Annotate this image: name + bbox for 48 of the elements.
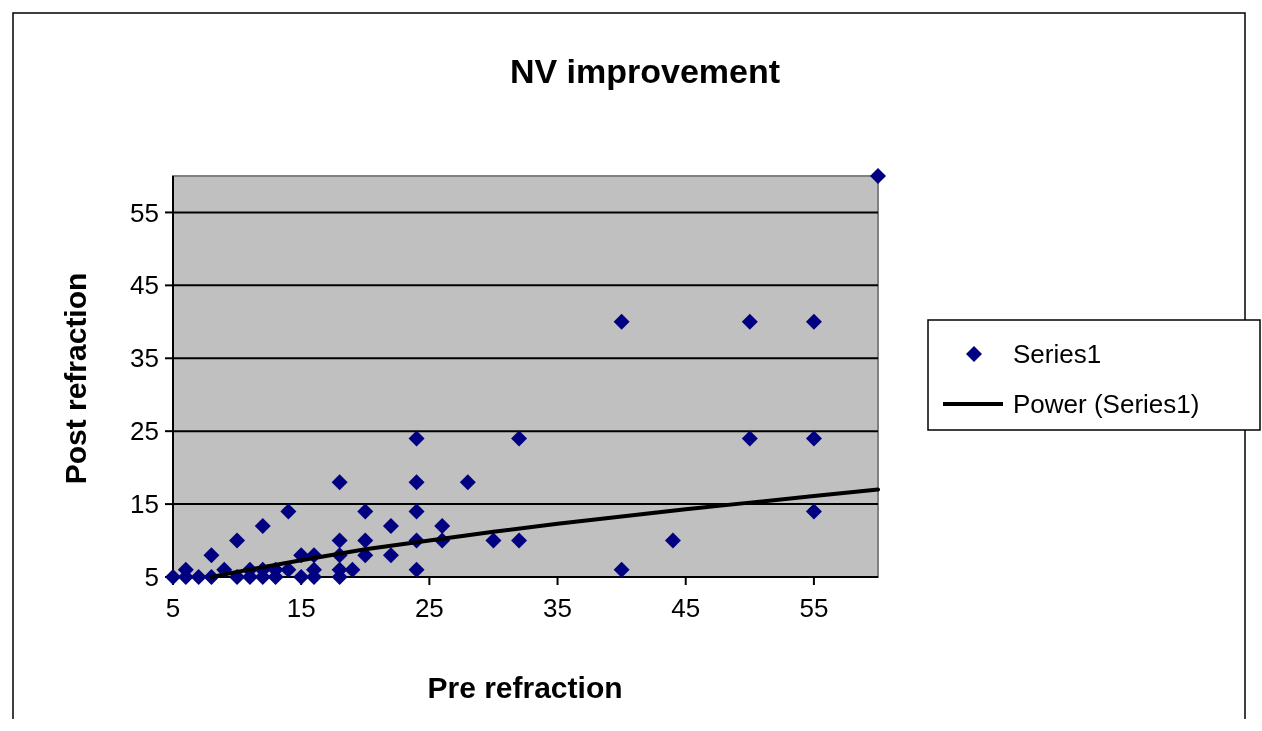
point	[408, 561, 425, 578]
point	[382, 517, 399, 534]
point	[331, 474, 348, 491]
point	[229, 532, 246, 549]
point	[511, 532, 528, 549]
point	[741, 430, 758, 447]
legend-label: Power (Series1)	[1013, 389, 1200, 420]
point	[485, 532, 502, 549]
y-tick-label: 45	[130, 270, 159, 301]
legend-label: Series1	[1013, 339, 1102, 370]
y-tick-label: 25	[130, 416, 159, 447]
x-tick-label: 15	[286, 593, 316, 623]
point	[331, 532, 348, 549]
x-tick-label: 25	[414, 593, 444, 623]
point	[741, 313, 758, 330]
point	[190, 569, 207, 585]
x-tick-label: 5	[165, 593, 181, 623]
point	[511, 430, 528, 447]
y-tick-label: 35	[130, 343, 159, 374]
x-tick-label: 55	[799, 593, 829, 623]
y-tick-label: 5	[144, 562, 159, 593]
point	[613, 561, 630, 578]
point	[203, 547, 220, 564]
point	[293, 569, 310, 585]
x-axis-title: Pre refraction	[427, 671, 623, 704]
point	[664, 532, 681, 549]
point	[357, 503, 374, 520]
point	[254, 517, 271, 534]
point	[382, 547, 399, 564]
point	[280, 503, 297, 520]
point	[870, 168, 886, 184]
point	[613, 313, 630, 330]
point	[408, 474, 425, 491]
y-tick-label: 15	[130, 489, 159, 520]
y-tick-label: 55	[130, 197, 159, 228]
point	[408, 430, 425, 447]
point	[357, 532, 374, 549]
point	[805, 503, 822, 520]
point	[805, 430, 822, 447]
point	[408, 503, 425, 520]
point	[344, 561, 361, 578]
chart-title: NV improvement	[509, 52, 781, 90]
y-axis-title: Post refraction	[59, 272, 92, 485]
point	[805, 313, 822, 330]
point	[434, 517, 451, 534]
x-tick-label: 35	[543, 593, 573, 623]
point	[459, 474, 476, 491]
x-tick-label: 45	[671, 593, 701, 623]
